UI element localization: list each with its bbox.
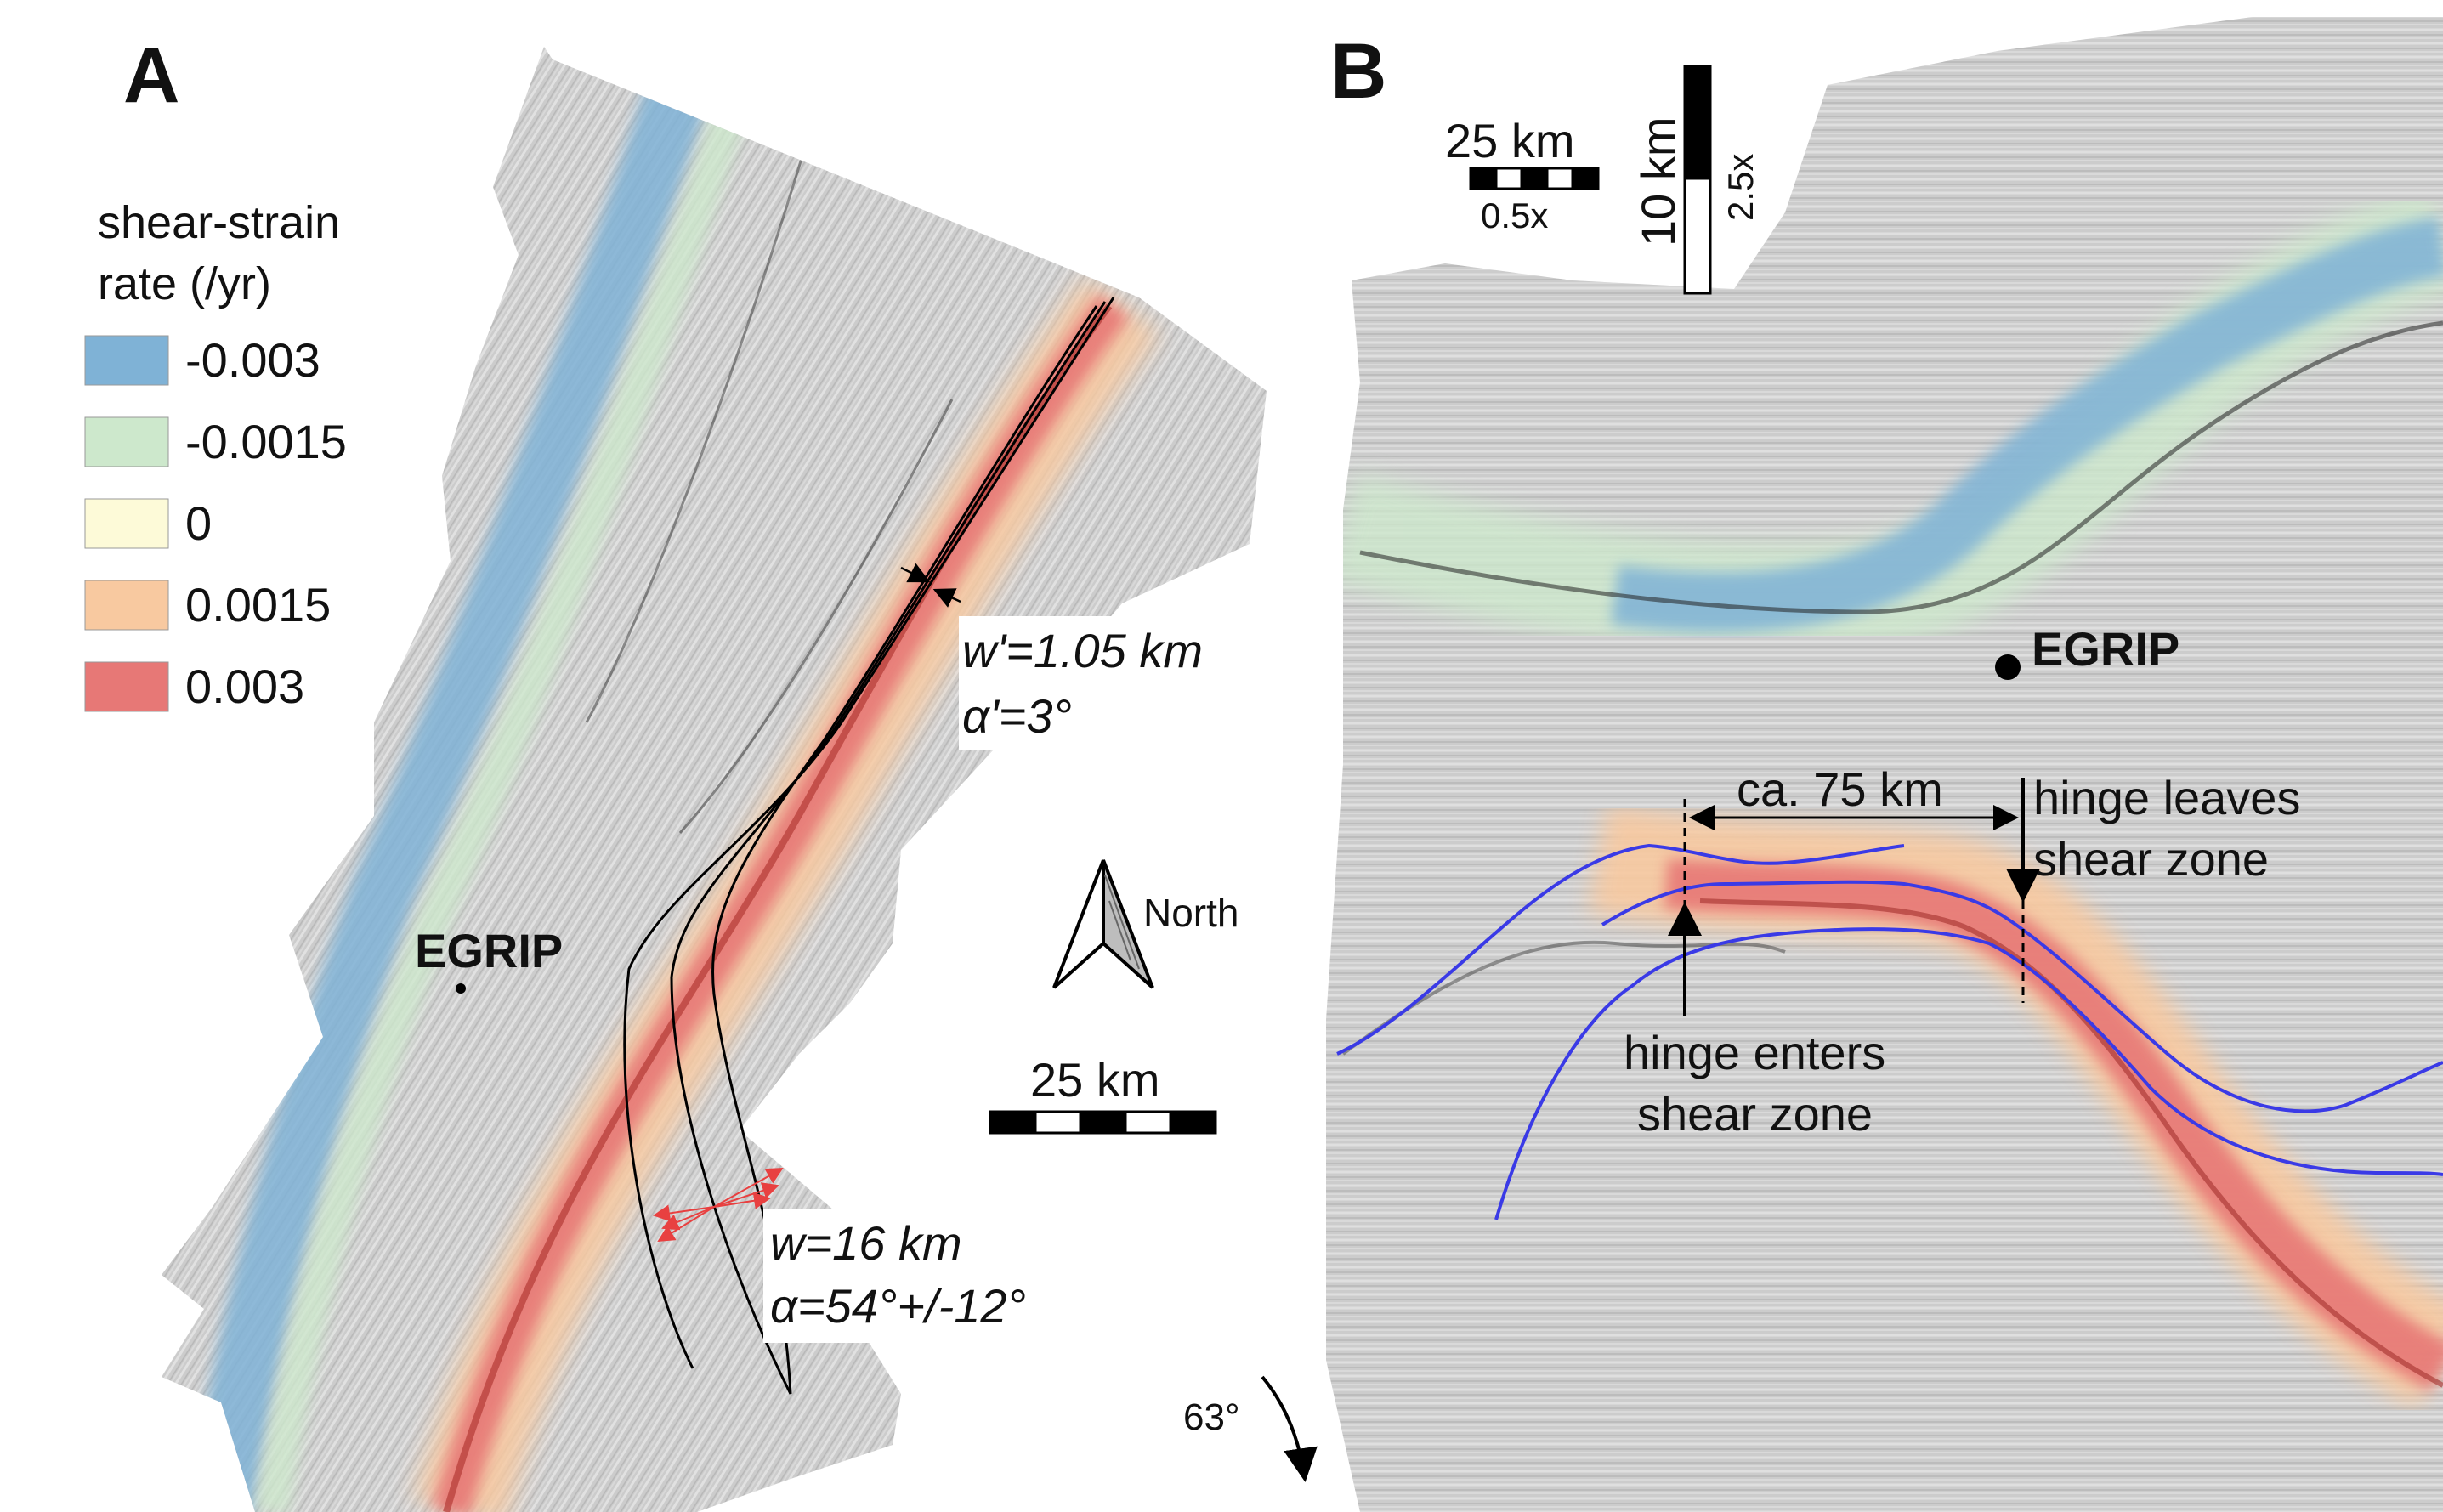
scale-bar-a (989, 1110, 1217, 1135)
annotation-wide-width: w=16 km (770, 1216, 962, 1270)
legend: shear-strain rate (/yr) -0.003 -0.0015 0 0.… (84, 197, 347, 713)
panel-b-label: B (1330, 28, 1386, 115)
width-arrows (900, 563, 961, 608)
north-label: North (1143, 891, 1239, 935)
legend-label: 0.003 (185, 660, 304, 713)
annotation-narrow-width: w'=1.05 km (962, 624, 1203, 677)
legend-title-line1: shear-strain (98, 197, 340, 248)
panel-b-radar-section (1326, 17, 2443, 1512)
vscale-label-b: 10 km (1631, 117, 1685, 247)
legend-label: -0.0015 (185, 415, 347, 468)
egrip-marker-b (1995, 654, 2021, 680)
legend-swatch (84, 498, 169, 549)
hinge-enters-line1: hinge enters (1624, 1026, 1885, 1079)
legend-label: 0 (185, 496, 212, 550)
rotation-arrow (1261, 1375, 1318, 1482)
legend-title-line2: rate (/yr) (98, 258, 271, 309)
egrip-marker-a (456, 983, 466, 994)
distance-label: ca. 75 km (1737, 762, 1943, 816)
hinge-leaves-line1: hinge leaves (2033, 771, 2300, 824)
flow-lines (623, 297, 1115, 1395)
panel-a: A shear-strain rate (/yr) -0.003 -0.0015 0… (84, 32, 1267, 1512)
horizon-traces (1336, 843, 2443, 1220)
legend-swatch (84, 661, 169, 712)
panel-a-radar-map (162, 47, 1267, 1512)
legend-swatch (84, 416, 169, 467)
legend-swatch (84, 580, 169, 631)
rotation-label: 63° (1183, 1396, 1240, 1438)
scale-label-a: 25 km (1030, 1053, 1160, 1107)
north-arrow (1052, 859, 1154, 989)
strain-arrows (653, 1168, 784, 1243)
annotation-narrow-angle: α'=3° (962, 689, 1072, 743)
legend-label: 0.0015 (185, 578, 331, 631)
hinge-leaves-line2: shear zone (2033, 832, 2269, 886)
egrip-label-b: EGRIP (2032, 622, 2179, 676)
hscale-label-b: 25 km (1445, 114, 1575, 167)
annotation-wide-angle: α=54°+/-12° (770, 1279, 1026, 1333)
legend-label: -0.003 (185, 333, 320, 387)
egrip-label-a: EGRIP (415, 924, 563, 977)
panel-a-label: A (123, 32, 179, 119)
vscale-factor-b: 2.5x (1720, 154, 1760, 221)
vscale-bar-b (1683, 65, 1712, 295)
hscale-factor-b: 0.5x (1481, 195, 1548, 235)
hinge-enters-line2: shear zone (1637, 1087, 1873, 1141)
legend-swatch (84, 335, 169, 386)
panel-b: B 25 km 0.5x 10 km 2.5x EGRIP ca. 75 km (1183, 17, 2443, 1512)
hscale-bar-b (1469, 167, 1600, 190)
